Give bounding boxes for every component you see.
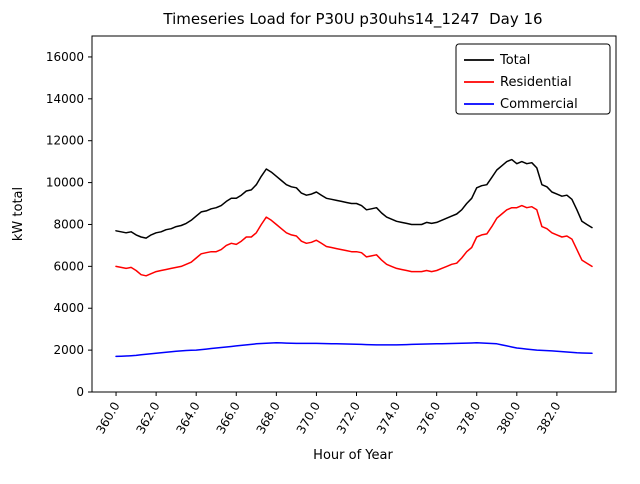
legend-label-total: Total [499, 53, 530, 68]
y-tick-label: 8000 [53, 217, 84, 231]
x-tick-label: 374.0 [374, 400, 403, 437]
x-tick-label: 360.0 [93, 400, 122, 437]
y-tick-label: 14000 [46, 92, 84, 106]
x-tick-label: 376.0 [414, 400, 443, 437]
y-tick-label: 16000 [46, 50, 84, 64]
series-line-total [115, 158, 593, 239]
y-tick-label: 4000 [53, 301, 84, 315]
x-tick-label: 366.0 [214, 400, 243, 437]
x-tick-label: 364.0 [173, 400, 202, 437]
x-tick-label: 362.0 [133, 400, 162, 437]
legend-box [455, 43, 611, 115]
x-tick-label: 382.0 [534, 400, 563, 437]
x-tick-label: 372.0 [334, 400, 363, 437]
legend-label-commercial: Commercial [500, 97, 578, 112]
x-tick-label: 370.0 [294, 400, 323, 437]
series-line-residential [115, 204, 593, 277]
y-tick-label: 6000 [53, 259, 84, 273]
x-tick-label: 368.0 [254, 400, 283, 437]
y-tick-label: 2000 [53, 343, 84, 357]
x-tick-label: 380.0 [494, 400, 523, 437]
legend-label-residential: Residential [500, 75, 572, 90]
chart-title: Timeseries Load for P30U p30uhs14_1247 D… [162, 10, 542, 29]
y-axis-label: kW total [11, 187, 26, 241]
y-tick-label: 12000 [46, 134, 84, 148]
y-tick-label: 10000 [46, 176, 84, 190]
axes-spines [91, 35, 617, 393]
x-axis-label: Hour of Year [313, 448, 393, 463]
y-tick-label: 0 [76, 385, 84, 399]
series-line-commercial [115, 342, 593, 358]
x-tick-label: 378.0 [454, 400, 483, 437]
